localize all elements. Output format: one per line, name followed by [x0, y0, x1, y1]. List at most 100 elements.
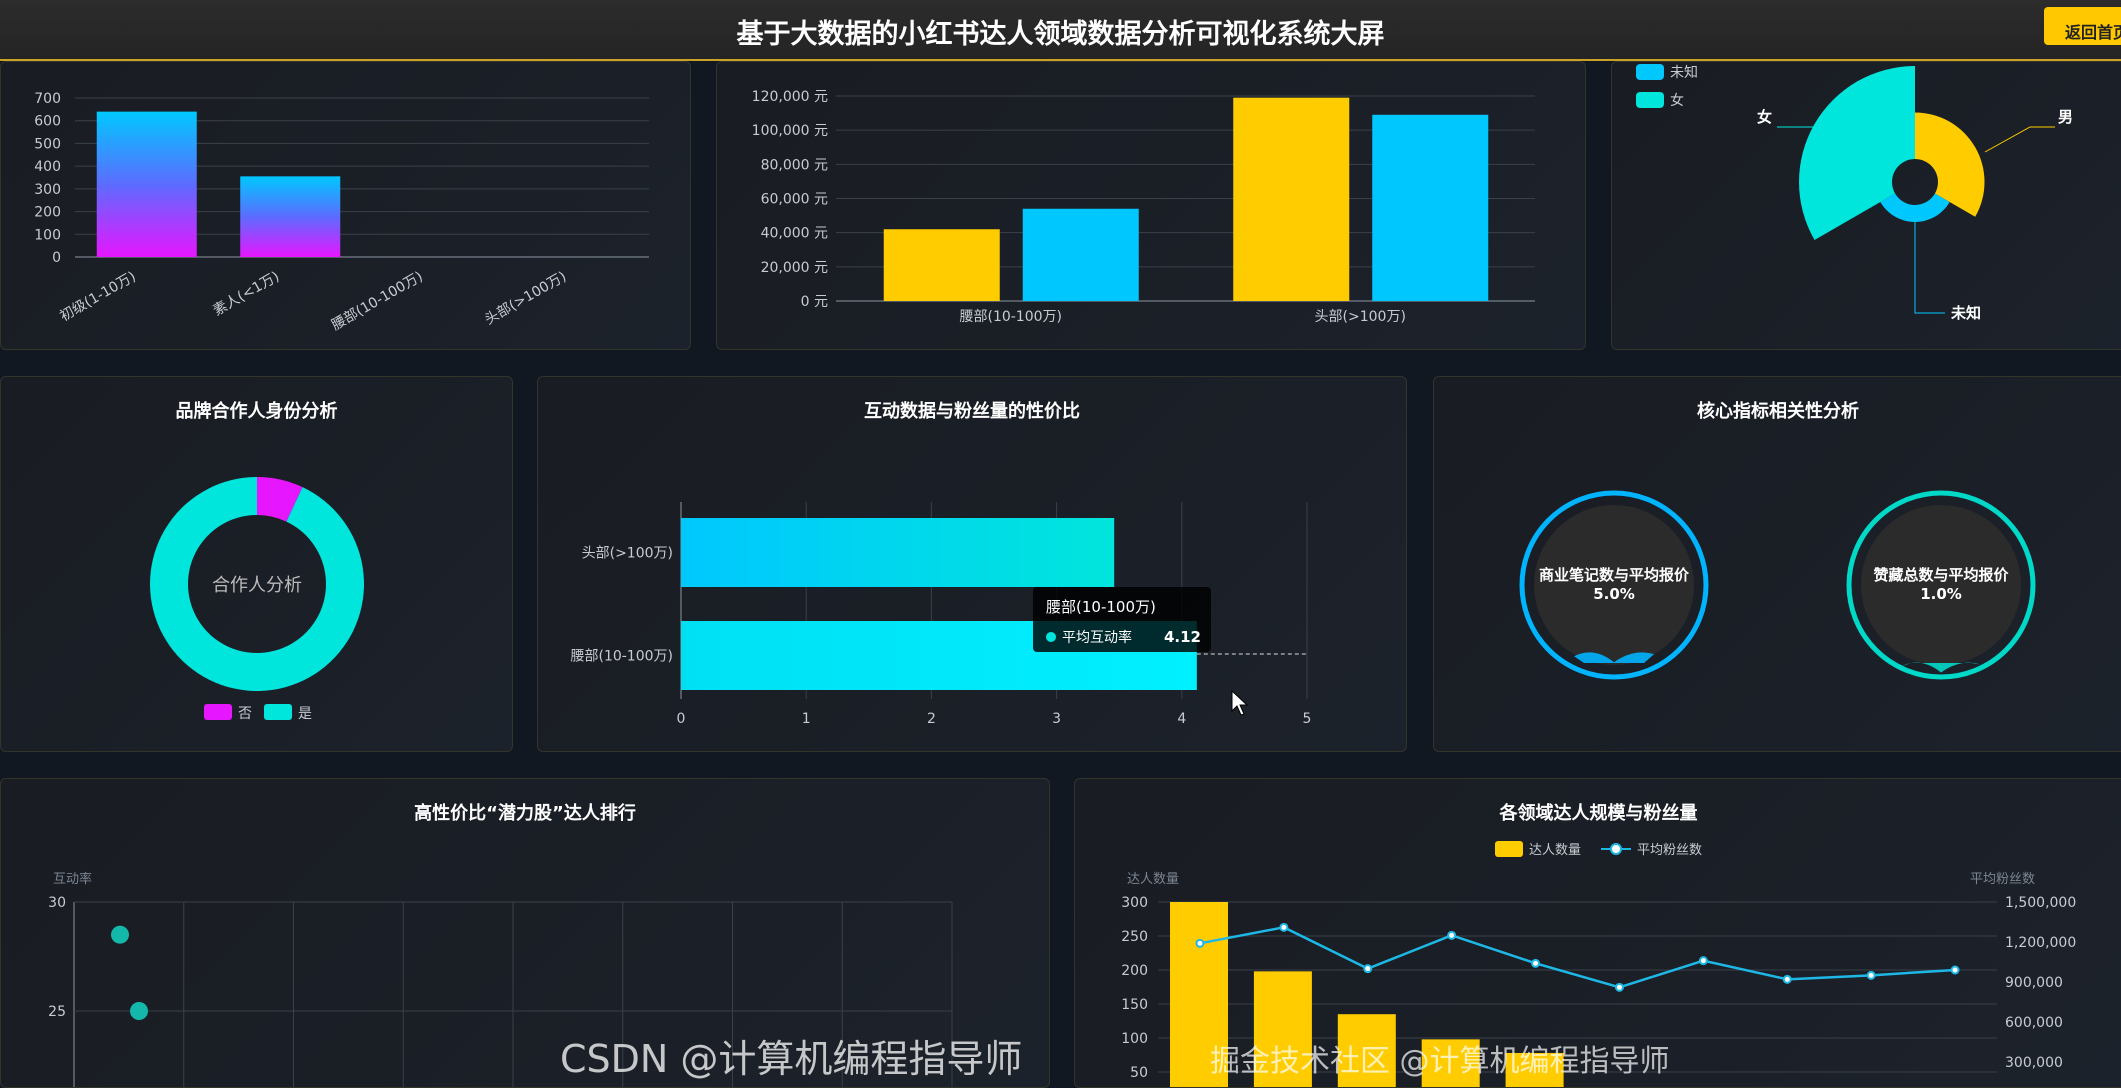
y-tick-label: 40,000 元 [761, 226, 828, 242]
y-tick-label: 500 [34, 136, 61, 152]
y-tick-label: 200 [34, 205, 61, 221]
home-button[interactable]: 返回首页 [2044, 7, 2121, 45]
y-tick-label-left: 50 [1130, 1065, 1148, 1081]
y-tick-label-left: 300 [1121, 895, 1148, 911]
gauge-ring-0 [1519, 490, 1709, 680]
label-line-female [1777, 126, 1831, 145]
engagement-panel: 0 1 2 3 4 5 头部(>100万) 腰部(10-100万) 腰部(10-100万) 平均互… [537, 376, 1407, 752]
y-tick-label: 0 元 [801, 294, 828, 310]
line-point-1 [1279, 922, 1289, 932]
legend-label: 否 [238, 706, 252, 722]
x-tick-label: 素人(<1万) [211, 269, 283, 320]
bar-1 [240, 176, 341, 257]
y-tick-label: 100,000 元 [752, 123, 828, 139]
partner-panel: 合作人分析否 是 品牌合作人身份分析 [0, 376, 513, 752]
x-tick-label: 0 [677, 711, 686, 727]
header-bar: 基于大数据的小红书达人领域数据分析可视化系统大屏 返回首页 [0, 0, 2121, 61]
x-tick-label: 5 [1303, 711, 1312, 727]
line-series [1199, 926, 1956, 989]
y-axis-title-right: 平均粉丝数 [1970, 872, 2035, 887]
line-point-6 [1698, 956, 1708, 966]
x-tick-label: 4 [1177, 711, 1186, 727]
line-point-7 [1782, 974, 1792, 984]
legend-swatch [264, 704, 292, 720]
line-point-3 [1447, 930, 1457, 940]
y-tick-label: 100 [34, 227, 61, 243]
legend-swatch [1636, 64, 1664, 80]
legend-swatch [1636, 92, 1664, 108]
level-count-panel: 0 100 200 300 400 500 600 700 初级(1-10万) 素人(<1万) 腰部… [0, 61, 691, 350]
y-tick-label-right: 600,000 [2005, 1015, 2063, 1031]
scatter-point-0 [111, 925, 129, 944]
rose-slice-0 [1915, 112, 1985, 217]
y-tick-label-right: 1,200,000 [2005, 935, 2076, 951]
level-price-panel: 0 元 20,000 元 40,000 元 60,000 元 80,000 元 100,0… [716, 61, 1586, 350]
line-point-5 [1614, 982, 1624, 992]
x-tick-label: 1 [802, 711, 811, 727]
x-tick-label: 3 [1052, 711, 1061, 727]
slice-label: 女 [1757, 108, 1772, 126]
y-tick-label: 700 [34, 91, 61, 107]
bar-0 [681, 518, 1115, 587]
rose-slice-1 [1880, 193, 1950, 222]
x-tick-label: 头部(>100万) [482, 269, 569, 329]
scatter-point-1 [130, 1002, 148, 1020]
label-line-male [1984, 126, 2055, 153]
y-tick-label: 600 [34, 114, 61, 130]
y-tick-label: 30 [48, 895, 66, 911]
gauge-inner-0 [1534, 505, 1694, 665]
y-tick-label: 腰部(10-100万) [570, 649, 673, 665]
line-point-2 [1363, 964, 1373, 974]
level-price-chart: 0 元 20,000 元 40,000 元 60,000 元 80,000 元 100,0… [752, 89, 1535, 325]
donut-slice-1 [149, 477, 364, 691]
y-tick-label-right: 1,500,000 [2005, 895, 2076, 911]
y-axis-title: 互动率 [53, 871, 92, 887]
y-tick-label: 400 [34, 159, 61, 175]
bar-1 [1253, 971, 1312, 1087]
legend-swatch [204, 704, 232, 720]
y-tick-label-left: 150 [1121, 997, 1148, 1013]
tooltip-marker [1046, 632, 1056, 642]
line-point-9 [1950, 965, 1960, 975]
x-tick-label: 腰部(10-100万) [329, 269, 426, 334]
x-tick-label: 头部(>100万) [1315, 309, 1406, 325]
juejin-watermark: 掘金技术社区 @计算机编程指导师 [1210, 1044, 1670, 1079]
csdn-watermark: CSDN @计算机编程指导师 [560, 1037, 1023, 1081]
engagement-chart: 0 1 2 3 4 5 头部(>100万) 腰部(10-100万) 腰部(10-100万) 平均互… [570, 502, 1312, 727]
y-tick-label: 60,000 元 [761, 192, 828, 208]
donut-center-text: 合作人分析 [212, 575, 302, 596]
rose-slice-2 [1799, 66, 1915, 240]
gender-panel: 男未知女未知女 [1611, 61, 2121, 350]
bar-1-1 [1372, 114, 1489, 301]
gauge-label: 赞藏总数与平均报价 [1872, 566, 2009, 584]
partner-title: 品牌合作人身份分析 [175, 401, 338, 422]
line-point-8 [1866, 970, 1876, 980]
donut-slice-0 [257, 477, 303, 522]
bar-0-0 [883, 229, 1000, 301]
label-line-unknown [1914, 212, 1945, 314]
bar-0 [1170, 902, 1228, 1087]
legend-label: 达人数量 [1529, 843, 1581, 858]
x-tick-label: 初级(1-10万) [57, 268, 139, 325]
legend-label: 平均粉丝数 [1637, 843, 1702, 858]
y-tick-label: 25 [48, 1004, 66, 1020]
legend-swatch-bar [1495, 841, 1523, 857]
bar-1-0 [1233, 97, 1350, 301]
gauge-wave-1 [1901, 662, 1981, 673]
gauge-inner-1 [1861, 505, 2021, 665]
y-axis-title-left: 达人数量 [1127, 872, 1179, 887]
slice-label: 未知 [1950, 304, 1981, 322]
field-scale-chart: 达人数量 平均粉丝数300250200150100501,500,0001,200… [1121, 841, 2076, 1087]
legend-label: 女 [1670, 92, 1684, 109]
legend-label: 未知 [1670, 64, 1698, 81]
y-tick-label: 头部(>100万) [582, 546, 673, 562]
x-tick-label: 腰部(10-100万) [959, 309, 1062, 325]
correlation-title: 核心指标相关性分析 [1697, 401, 1859, 422]
gauge-value: 1.0% [1920, 585, 1962, 603]
y-tick-label-right: 300,000 [2005, 1055, 2063, 1071]
tooltip-series: 平均互动率 [1062, 629, 1132, 646]
legend-label: 是 [298, 706, 312, 722]
field-scale-panel: 达人数量 平均粉丝数 300 250 200 150 100 50 1,500,000 1,200… [1074, 778, 2121, 1088]
